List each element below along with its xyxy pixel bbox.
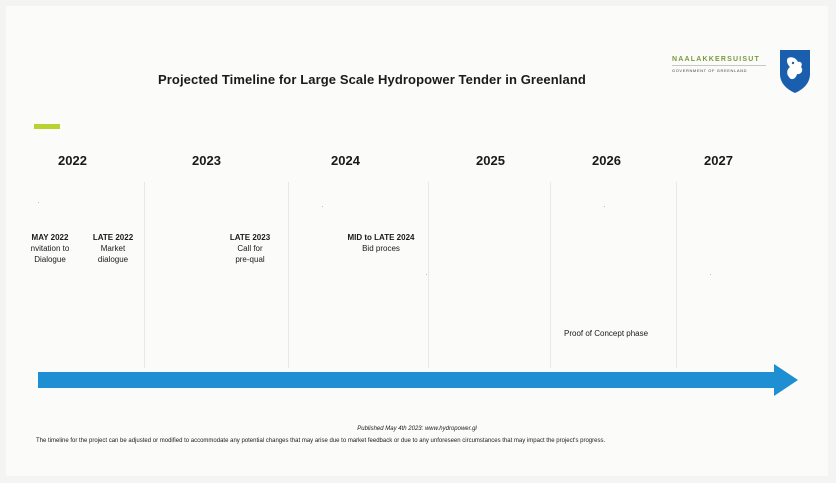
- scan-speck: [426, 274, 427, 275]
- event-label-line1: Market: [100, 244, 126, 253]
- event-label-line1: nvitation to: [30, 244, 70, 253]
- event-label-line2: Dialogue: [34, 255, 66, 264]
- scan-speck: [604, 206, 605, 207]
- page-title: Projected Timeline for Large Scale Hydro…: [158, 72, 586, 87]
- event-date: MID to LATE 2024: [347, 233, 415, 242]
- logo-name: NAALAKKERSUISUT: [672, 56, 760, 63]
- event-may-2022: MAY 2022 nvitation to Dialogue: [22, 232, 78, 265]
- year-2027: 2027: [704, 153, 733, 168]
- event-label-line2: pre-qual: [235, 255, 265, 264]
- event-label-line1: Bid proces: [362, 244, 400, 253]
- logo-divider: [672, 65, 766, 66]
- event-date: MAY 2022: [31, 233, 69, 242]
- event-label-line2: dialogue: [97, 255, 129, 264]
- year-divider: [676, 182, 677, 368]
- year-2024: 2024: [331, 153, 360, 168]
- event-mid-late-2024: MID to LATE 2024 Bid proces: [336, 232, 426, 254]
- government-logo-text: NAALAKKERSUISUT GOVERNMENT OF GREENLAND: [672, 56, 772, 73]
- year-2026: 2026: [592, 153, 621, 168]
- timeline-arrow: [38, 364, 798, 396]
- year-2025: 2025: [476, 153, 505, 168]
- event-date: LATE 2022: [92, 233, 134, 242]
- year-divider: [550, 182, 551, 368]
- event-late-2022: LATE 2022 Market dialogue: [86, 232, 140, 265]
- year-2023: 2023: [192, 153, 221, 168]
- year-2022: 2022: [58, 153, 87, 168]
- scan-speck: [322, 206, 323, 207]
- scan-speck: [710, 274, 711, 275]
- proof-of-concept-label: Proof of Concept phase: [564, 329, 649, 338]
- green-marker: [34, 124, 60, 129]
- timeline-slide: Projected Timeline for Large Scale Hydro…: [6, 6, 828, 476]
- published-note: Published May 4th 2023: www.hydropower.g…: [357, 426, 477, 432]
- event-late-2023: LATE 2023 Call for pre-qual: [222, 232, 278, 265]
- greenland-shield-icon: [780, 50, 810, 93]
- logo-subtitle: GOVERNMENT OF GREENLAND: [672, 68, 748, 73]
- event-label-line1: Call for: [237, 244, 263, 253]
- year-divider: [288, 182, 289, 368]
- year-divider: [428, 182, 429, 368]
- scan-speck: [38, 202, 39, 203]
- event-date: LATE 2023: [229, 233, 271, 242]
- disclaimer-footnote: The timeline for the project can be adju…: [36, 438, 606, 444]
- year-divider: [144, 182, 145, 368]
